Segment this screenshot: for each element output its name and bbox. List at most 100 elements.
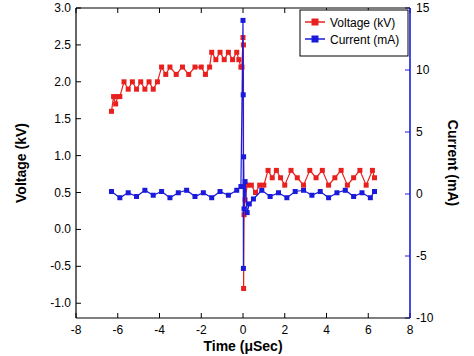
series-point [238,184,243,189]
series-point [243,179,248,184]
x-tick [159,313,160,318]
series-point [186,72,191,77]
series-point [295,175,300,180]
y-tick [76,81,81,82]
legend-box [300,10,408,56]
series-point [368,195,373,200]
series-point [332,175,337,180]
series-point [130,79,135,84]
legend: Voltage (kV)Current (mA) [300,10,408,56]
y-tick [76,229,81,230]
series-point [117,94,122,99]
series-point [314,175,319,180]
series-point [364,183,369,188]
series-point [249,183,254,188]
x-tick-top [284,8,285,13]
y2-tick-label: 5 [416,125,423,139]
series-point [201,190,206,195]
x-tick [368,313,369,318]
series-point [138,79,143,84]
y-tick [76,303,81,304]
series-point [192,65,197,70]
x-tick-top [201,8,202,13]
series-point [345,183,350,188]
series-point [326,195,331,200]
series-point [278,175,283,180]
series-point [359,190,364,195]
series-point [218,50,223,55]
series-point [203,72,208,77]
series-point [151,87,156,92]
y-tick-label: 0.0 [54,222,71,236]
series-point [320,168,325,173]
series-point [318,189,323,194]
y-tick-label: -1.0 [50,296,71,310]
x-tick-label: -4 [154,323,165,337]
series-point [134,87,139,92]
y-tick-label: 2.5 [54,38,71,52]
series-point [370,168,375,173]
series-point [218,189,223,194]
legend-label: Voltage (kV) [330,16,395,30]
series-point [259,188,264,193]
y2-axis-label: Current (mA) [445,120,461,206]
series-point [236,57,241,62]
series-point [180,65,185,70]
series-point [372,175,377,180]
x-tick-top [243,8,244,13]
series-point [301,188,306,193]
series-point [199,65,204,70]
y2-tick-label: -10 [416,311,434,325]
series-point [159,189,164,194]
series-point [151,193,156,198]
series-point [113,101,118,106]
series-point [142,188,147,193]
x-tick-label: 6 [365,323,372,337]
y-tick [76,266,81,267]
series-point [326,183,331,188]
series-point [163,72,168,77]
series-point [261,183,266,188]
series-point [245,210,250,215]
x-tick-top [159,8,160,13]
series-point [241,154,246,159]
series-point [268,194,273,199]
y-axis [75,8,76,318]
series-point [270,175,275,180]
series-point [226,193,231,198]
y-tick [76,155,81,156]
series-line [111,20,374,268]
y-tick-label: 2.0 [54,75,71,89]
plot-data [109,18,377,291]
series-point [266,168,271,173]
x-tick-label: 2 [281,323,288,337]
y-tick-label: 1.5 [54,112,71,126]
series-point [207,65,212,70]
x-tick-label: 8 [407,323,414,337]
x-tick [326,313,327,318]
series-point [184,188,189,193]
series-point [234,50,239,55]
series-point [222,57,227,62]
series-point [192,194,197,199]
series-point [167,195,172,200]
x-axis-label: Time (μSec) [203,338,282,354]
x-tick [117,313,118,318]
legend-marker [312,36,319,43]
y-tick-label: 3.0 [54,1,71,15]
series-point [351,175,356,180]
series-point [351,194,356,199]
series-point [343,188,348,193]
x-tick-label: 4 [323,323,330,337]
series-point [213,57,218,62]
top-frame [76,7,410,8]
series-point [126,87,131,92]
x-tick-label: -2 [196,323,207,337]
series-point [251,196,256,201]
y2-axis [409,8,411,318]
series-point [174,72,179,77]
x-tick [201,313,202,318]
series-point [134,194,139,199]
series-point [109,189,114,194]
series-point [155,79,160,84]
